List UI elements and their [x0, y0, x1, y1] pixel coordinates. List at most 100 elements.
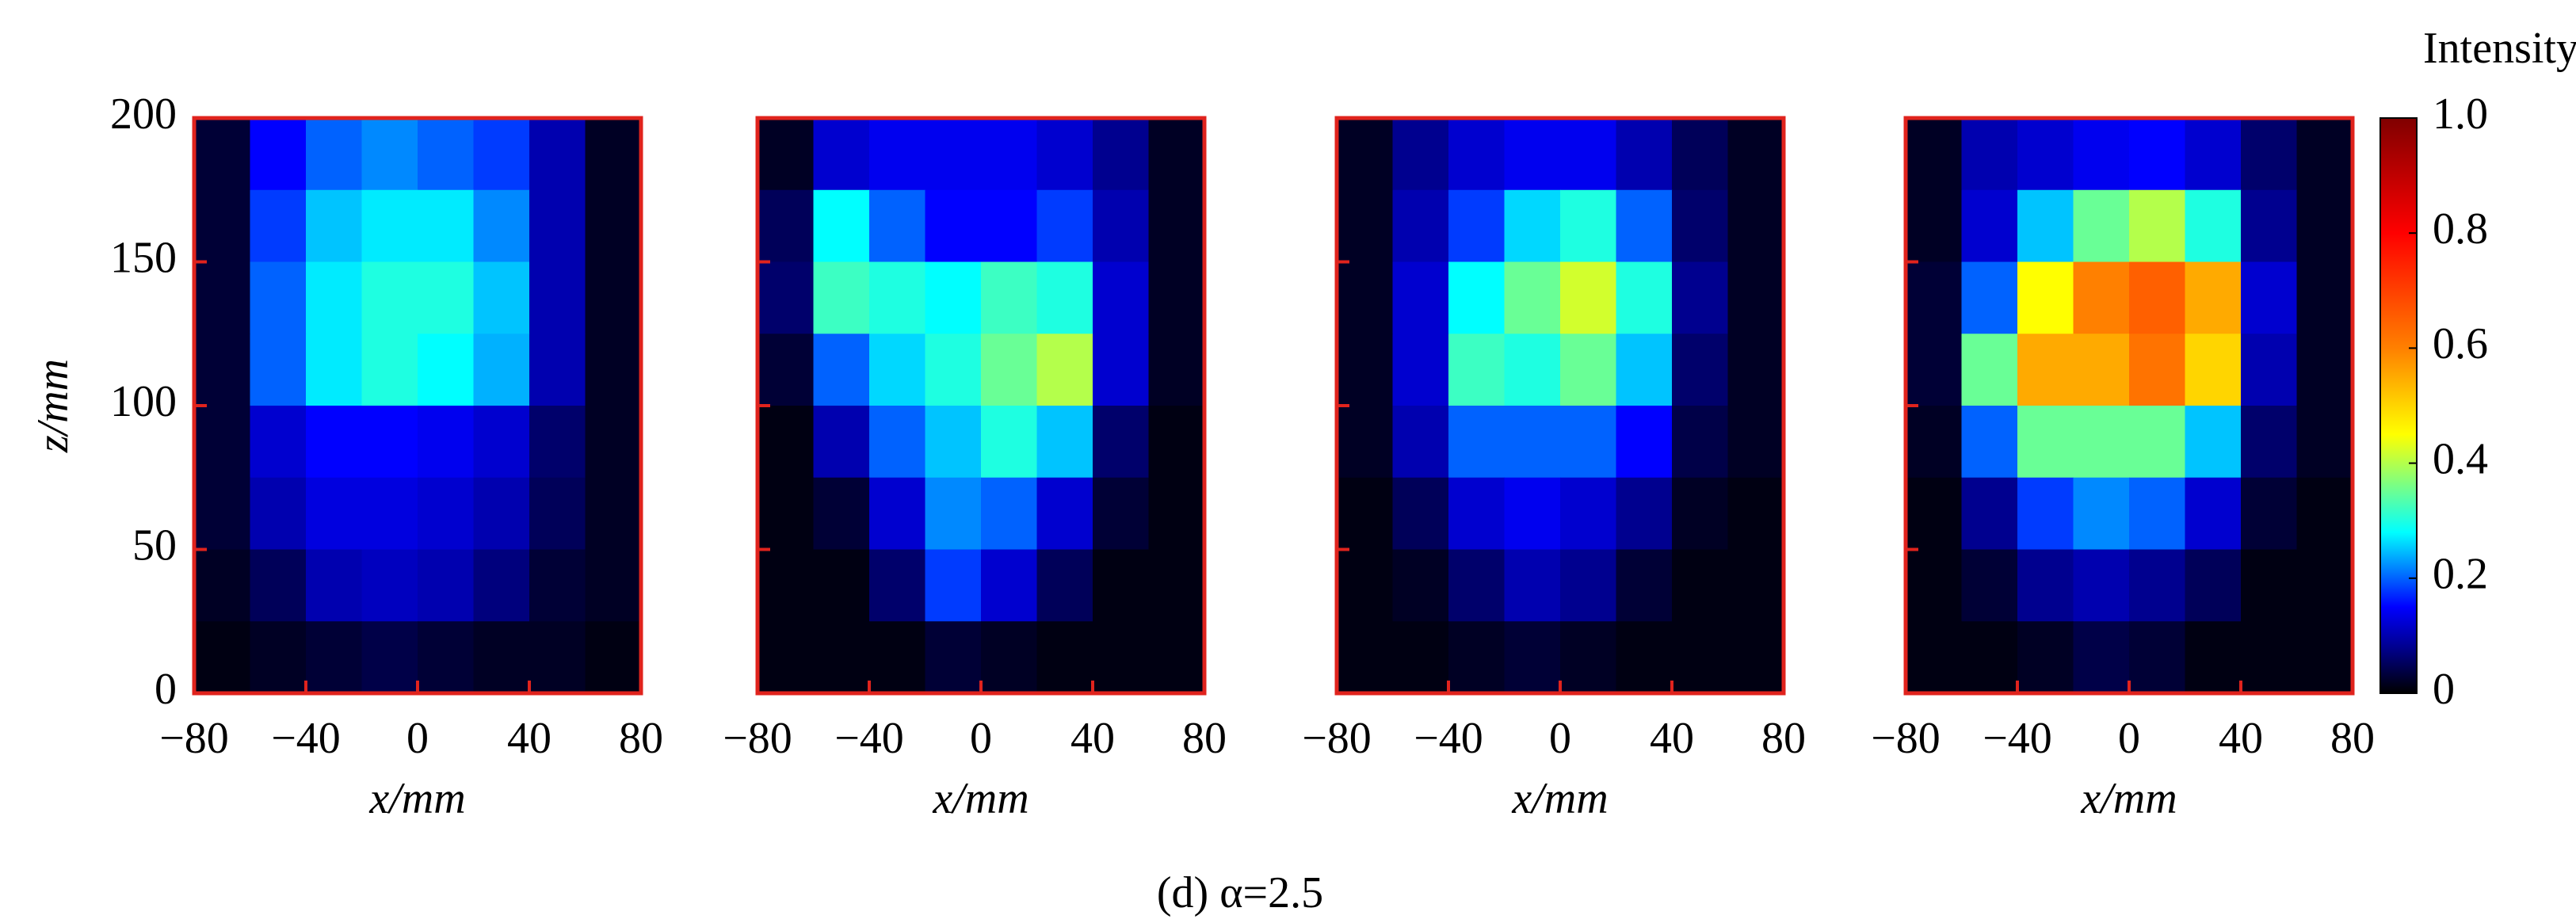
heat-cell [1727, 261, 1784, 334]
heat-cell [2185, 334, 2242, 406]
heat-cell [2017, 118, 2074, 191]
heat-cell [1560, 118, 1616, 191]
heat-cell [306, 477, 362, 550]
heat-cell [1961, 118, 2018, 191]
heat-cell [981, 549, 1037, 622]
heat-cell [306, 334, 362, 406]
heat-cell [1093, 334, 1149, 406]
x-axis-label: x/mm [368, 774, 465, 823]
heat-cell [194, 261, 250, 334]
heat-cell [813, 621, 870, 694]
heat-cell [418, 189, 474, 262]
x-tick-label: 40 [1070, 714, 1115, 763]
heat-cell [1148, 118, 1205, 191]
heat-cell [1093, 621, 1149, 694]
heat-cell [2017, 549, 2074, 622]
heat-cell [1093, 406, 1149, 479]
heat-cell [2185, 477, 2242, 550]
heat-cell [250, 406, 307, 479]
heat-cell [250, 118, 307, 191]
x-tick-label: −40 [1414, 714, 1483, 763]
heat-cell [813, 549, 870, 622]
x-tick-label: −80 [1871, 714, 1941, 763]
heat-cell [1504, 261, 1561, 334]
heat-cell [1727, 621, 1784, 694]
heat-cell [2073, 189, 2130, 262]
heat-cell [306, 189, 362, 262]
heat-cell [585, 406, 642, 479]
heat-cell [1337, 118, 1393, 191]
heat-cell [1093, 189, 1149, 262]
heat-cell [869, 477, 925, 550]
x-tick-label: −40 [1983, 714, 2052, 763]
heat-cell [2241, 406, 2297, 479]
heat-cell [1560, 477, 1616, 550]
colorbar [2379, 117, 2418, 694]
x-axis-label: x/mm [2080, 774, 2177, 823]
heat-cell [529, 406, 586, 479]
heat-cell [1672, 477, 1728, 550]
heat-cell [925, 118, 982, 191]
heat-cell [1337, 549, 1393, 622]
heat-cell [1906, 334, 1962, 406]
heat-cell [418, 261, 474, 334]
heat-cell [1093, 261, 1149, 334]
y-axis-label: z/mm [29, 359, 78, 453]
heat-cell [1448, 621, 1505, 694]
heat-cell [1672, 621, 1728, 694]
heat-cell [869, 406, 925, 479]
heat-cell [1337, 621, 1393, 694]
heat-cell [869, 621, 925, 694]
colorbar-tick-label: 0 [2433, 665, 2455, 714]
heat-cell [1727, 477, 1784, 550]
heat-cell [2296, 549, 2353, 622]
y-tick-label: 200 [110, 90, 177, 139]
heat-cell [981, 621, 1037, 694]
heat-cell [1616, 334, 1673, 406]
heat-cell [1504, 118, 1561, 191]
heat-cell [1337, 334, 1393, 406]
heat-cell [925, 261, 982, 334]
heat-cell [2185, 118, 2242, 191]
heat-cell [473, 477, 530, 550]
heat-cell [2017, 189, 2074, 262]
heat-cell [1504, 406, 1561, 479]
heat-cell [1504, 621, 1561, 694]
heat-cell [1906, 549, 1962, 622]
heat-cell [1727, 334, 1784, 406]
heat-cell [2073, 334, 2130, 406]
heat-cell [1961, 406, 2018, 479]
heat-cell [1337, 261, 1393, 334]
colorbar-tick-label: 0.8 [2433, 204, 2488, 254]
heat-cell [529, 621, 586, 694]
heat-cell [925, 477, 982, 550]
heat-cell [981, 118, 1037, 191]
heat-cell [1036, 118, 1093, 191]
heat-cell [1616, 549, 1673, 622]
heat-cell [981, 334, 1037, 406]
heat-cell [1093, 118, 1149, 191]
heat-cell [2129, 189, 2185, 262]
heat-cell [1448, 118, 1505, 191]
heat-cell [1906, 118, 1962, 191]
heat-cell [1392, 118, 1449, 191]
x-tick-label: 80 [1761, 714, 1806, 763]
heat-cell [2185, 261, 2242, 334]
heat-cell [925, 334, 982, 406]
heat-cell [2073, 477, 2130, 550]
heat-cell [585, 334, 642, 406]
heat-cell [1036, 621, 1093, 694]
heat-cell [758, 549, 814, 622]
heat-cell [585, 261, 642, 334]
heat-cell [1560, 261, 1616, 334]
colorbar-label: Intensity/(a.u.) [2423, 24, 2576, 73]
heat-cell [813, 261, 870, 334]
heat-cell [2017, 334, 2074, 406]
heat-cell [869, 261, 925, 334]
heat-cell [2296, 118, 2353, 191]
colorbar-tick-label: 0.4 [2433, 434, 2488, 483]
heat-cell [2017, 406, 2074, 479]
heat-cell [361, 549, 418, 622]
heat-cell [585, 477, 642, 550]
